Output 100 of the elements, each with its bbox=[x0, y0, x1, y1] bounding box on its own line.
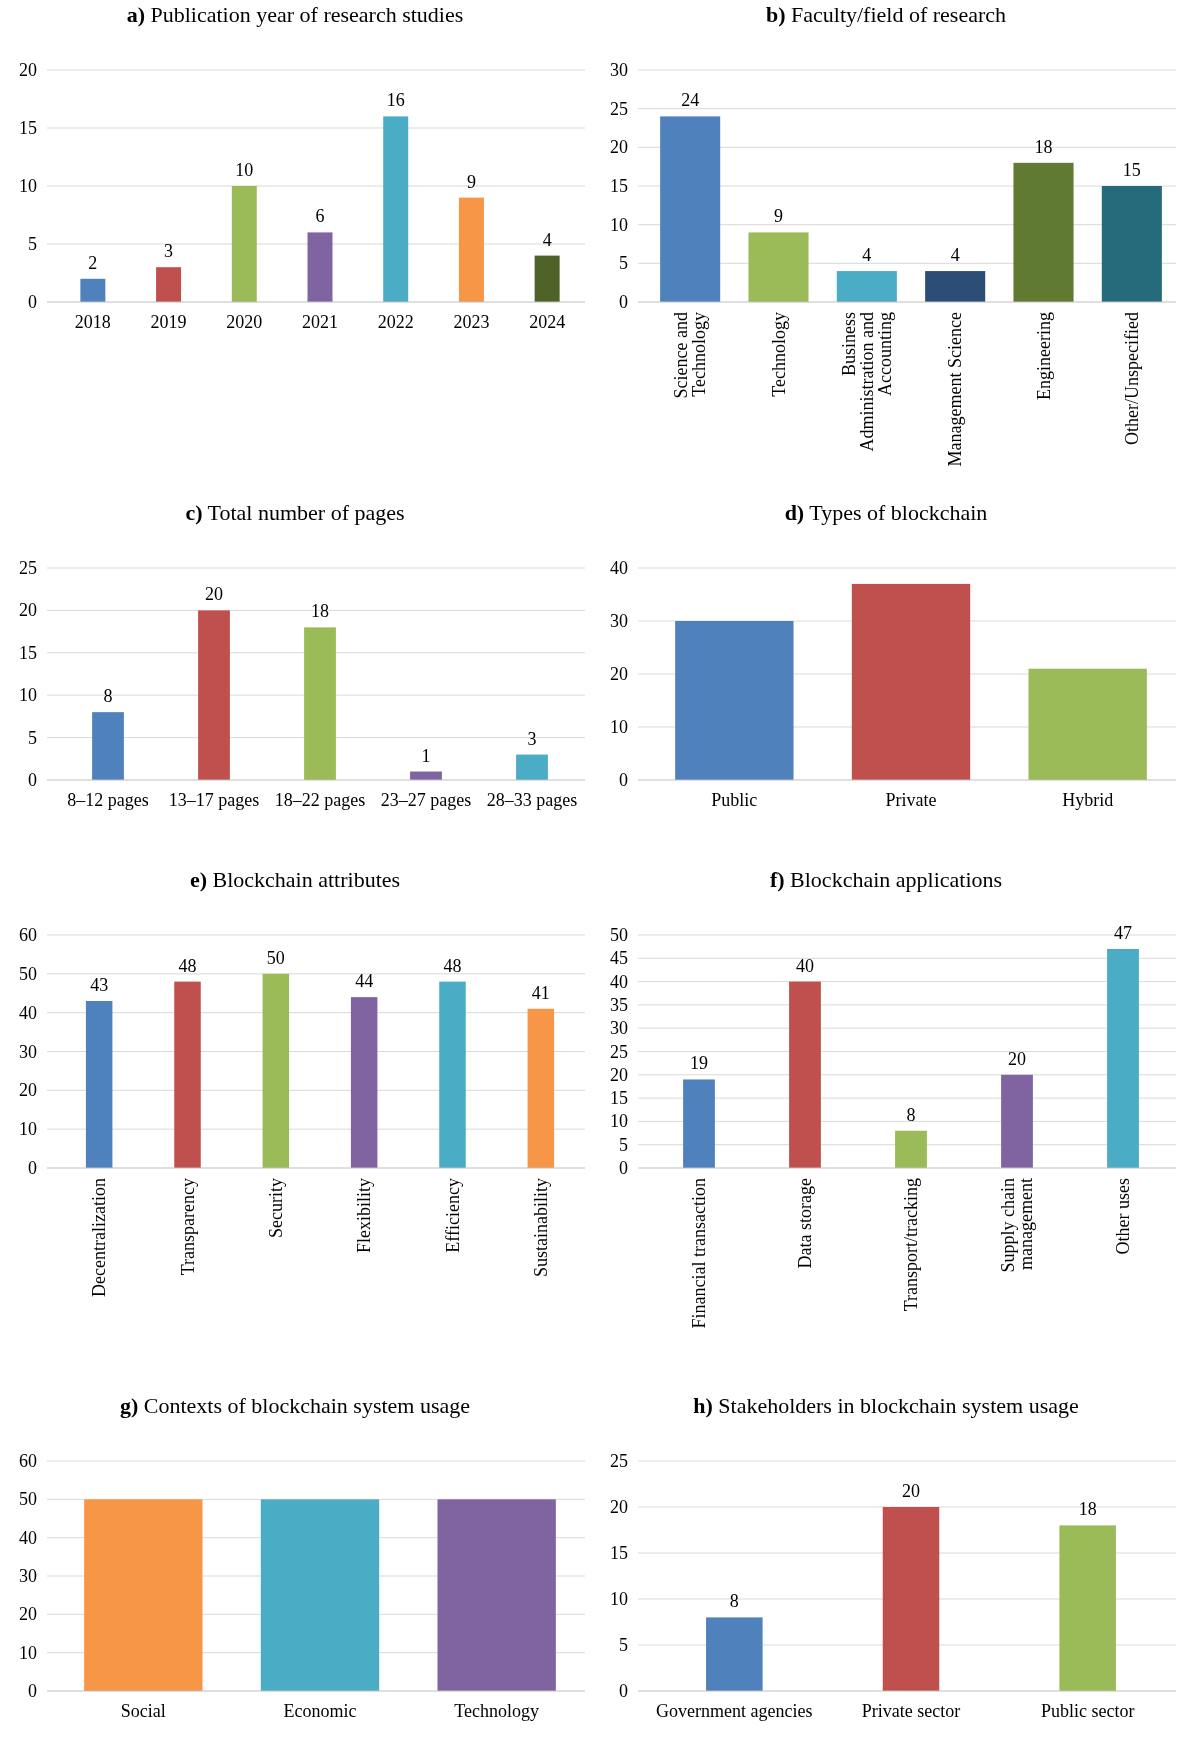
bar bbox=[458, 197, 484, 302]
x-tick-label: 2021 bbox=[302, 312, 338, 332]
y-tick-label: 20 bbox=[19, 600, 37, 621]
data-label: 3 bbox=[527, 728, 537, 749]
y-tick-label: 30 bbox=[19, 1041, 37, 1062]
y-tick-label: 5 bbox=[28, 234, 37, 254]
x-tick-label: Technology bbox=[768, 312, 789, 397]
data-label: 6 bbox=[315, 206, 325, 227]
data-label: 18 bbox=[1034, 136, 1053, 157]
y-tick-label: 20 bbox=[19, 1604, 37, 1625]
y-tick-label: 0 bbox=[619, 1158, 628, 1178]
y-tick-label: 40 bbox=[19, 1527, 37, 1548]
x-tick-label: Economic bbox=[283, 1701, 357, 1721]
bar bbox=[383, 116, 409, 302]
y-tick-label: 10 bbox=[610, 214, 628, 235]
bar bbox=[439, 981, 466, 1168]
y-tick-label: 5 bbox=[619, 1134, 628, 1155]
y-tick-label: 0 bbox=[619, 770, 628, 790]
data-label: 19 bbox=[690, 1053, 708, 1074]
chart-title: c) Total number of pages bbox=[185, 500, 405, 525]
x-tick-label: 8–12 pages bbox=[67, 790, 149, 810]
bar bbox=[675, 621, 794, 780]
x-tick-label: Transport/tracking bbox=[901, 1178, 921, 1312]
x-tick-label: 2022 bbox=[377, 312, 414, 332]
data-label: 16 bbox=[386, 90, 405, 111]
x-tick-label: Financial transaction bbox=[689, 1178, 709, 1329]
x-tick-label: Data storage bbox=[795, 1178, 815, 1269]
chart-title: b) Faculty/field of research bbox=[765, 2, 1007, 27]
y-tick-label: 0 bbox=[28, 770, 37, 790]
bar bbox=[516, 754, 548, 780]
y-tick-label: 0 bbox=[619, 292, 628, 312]
y-tick-label: 10 bbox=[19, 685, 37, 706]
bar bbox=[174, 981, 201, 1168]
bar bbox=[198, 610, 230, 780]
bar bbox=[1001, 1074, 1033, 1168]
y-tick-label: 20 bbox=[610, 1064, 628, 1085]
y-tick-label: 10 bbox=[610, 1111, 628, 1132]
chart-title: a) Publication year of research studies bbox=[126, 2, 464, 27]
y-tick-label: 50 bbox=[610, 925, 628, 945]
bar bbox=[1101, 186, 1162, 302]
y-tick-label: 0 bbox=[28, 1158, 37, 1178]
bar bbox=[534, 255, 560, 302]
x-tick-label: Public bbox=[711, 790, 758, 810]
y-tick-label: 10 bbox=[19, 1119, 37, 1140]
bar bbox=[262, 973, 290, 1168]
data-label: 20 bbox=[1008, 1048, 1026, 1069]
bar bbox=[836, 271, 897, 302]
bar bbox=[350, 997, 378, 1168]
x-tick-label: Sustainability bbox=[530, 1178, 551, 1277]
x-tick-label: Management Science bbox=[945, 311, 966, 467]
bar bbox=[748, 232, 809, 302]
y-tick-label: 45 bbox=[610, 948, 628, 969]
y-tick-label: 0 bbox=[28, 292, 37, 312]
x-tick-label: Social bbox=[120, 1701, 166, 1721]
x-tick-label: Business Administration and Accounting bbox=[838, 312, 895, 452]
data-label: 8 bbox=[729, 1591, 739, 1612]
x-tick-label: Transparency bbox=[177, 1178, 198, 1276]
y-tick-label: 50 bbox=[19, 963, 37, 984]
data-label: 41 bbox=[531, 982, 550, 1003]
data-label: 47 bbox=[1114, 922, 1132, 943]
y-tick-label: 30 bbox=[610, 1018, 628, 1039]
data-label: 44 bbox=[355, 971, 374, 992]
y-tick-label: 40 bbox=[610, 558, 628, 578]
x-tick-label: Public sector bbox=[1040, 1701, 1135, 1721]
bar bbox=[156, 267, 182, 302]
x-tick-label: Efficiency bbox=[442, 1178, 463, 1253]
y-tick-label: 30 bbox=[610, 611, 628, 631]
y-tick-label: 15 bbox=[610, 1543, 628, 1563]
y-tick-label: 60 bbox=[19, 1451, 37, 1471]
x-tick-label: 2020 bbox=[226, 312, 263, 332]
x-tick-label: Science and Technology bbox=[671, 312, 710, 399]
bar bbox=[851, 583, 971, 780]
chart-title: e) Blockchain attributes bbox=[189, 867, 401, 892]
y-tick-label: 35 bbox=[610, 994, 628, 1015]
bar bbox=[789, 981, 821, 1168]
x-tick-label: Flexibility bbox=[354, 1178, 375, 1254]
x-tick-label: Private bbox=[885, 790, 937, 810]
x-tick-label: Decentralization bbox=[89, 1178, 110, 1297]
y-tick-label: 20 bbox=[610, 664, 628, 684]
data-label: 24 bbox=[681, 90, 700, 111]
data-label: 8 bbox=[906, 1104, 916, 1125]
chart-title: g) Contexts of blockchain system usage bbox=[119, 1393, 471, 1418]
bar bbox=[1013, 162, 1074, 302]
data-label: 48 bbox=[443, 955, 462, 976]
x-tick-label: 13–17 pages bbox=[168, 790, 260, 810]
data-label: 3 bbox=[164, 241, 174, 262]
y-tick-label: 30 bbox=[610, 60, 628, 80]
y-tick-label: 5 bbox=[28, 727, 37, 748]
y-tick-label: 50 bbox=[19, 1489, 37, 1510]
y-tick-label: 25 bbox=[19, 558, 37, 578]
x-tick-label: 2024 bbox=[529, 312, 566, 332]
y-tick-label: 10 bbox=[19, 1642, 37, 1663]
data-label: 8 bbox=[103, 686, 113, 707]
y-tick-label: 25 bbox=[610, 98, 628, 119]
x-tick-label: Other uses bbox=[1113, 1178, 1133, 1255]
x-tick-label: Other/Unspecified bbox=[1121, 312, 1142, 445]
x-tick-label: 2023 bbox=[453, 312, 490, 332]
data-label: 50 bbox=[266, 947, 285, 968]
chart-title: f) Blockchain applications bbox=[769, 867, 1003, 892]
data-label: 1 bbox=[421, 745, 431, 766]
